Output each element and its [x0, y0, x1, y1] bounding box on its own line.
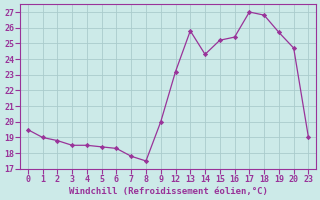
X-axis label: Windchill (Refroidissement éolien,°C): Windchill (Refroidissement éolien,°C) [69, 187, 268, 196]
